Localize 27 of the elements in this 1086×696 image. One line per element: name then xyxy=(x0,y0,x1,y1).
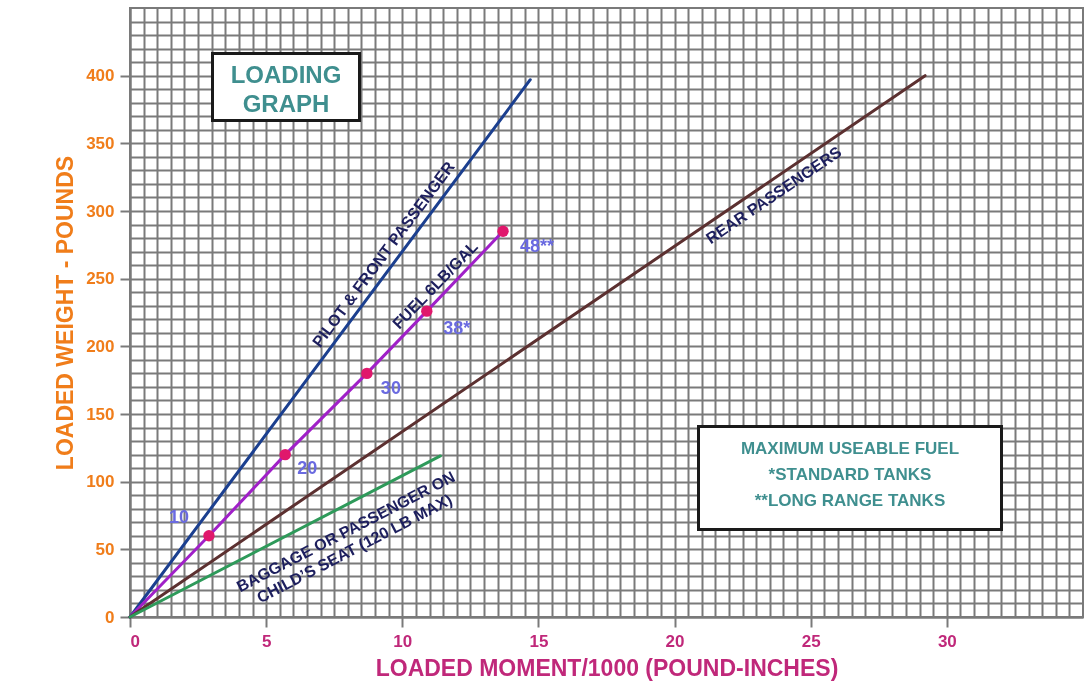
x-axis-title: LOADED MOMENT/1000 (POUND-INCHES) xyxy=(375,654,839,681)
y-tick-label: 150 xyxy=(86,404,115,424)
y-tick-label: 50 xyxy=(95,539,115,559)
annotation: *STANDARD TANKS xyxy=(767,464,933,486)
x-tick-label: 0 xyxy=(130,631,140,651)
annotation: MAXIMUM USEABLE FUEL xyxy=(739,438,961,460)
y-tick-label: 200 xyxy=(86,336,115,356)
point xyxy=(279,448,291,461)
point xyxy=(497,225,509,237)
x-tick-label: 20 xyxy=(665,631,685,651)
y-tick-label: 400 xyxy=(86,66,115,86)
y-tick-label: 0 xyxy=(105,607,115,627)
note-box: MAXIMUM USEABLE FUEL *STANDARD TANKS **LONG RANGE TANKS xyxy=(697,425,1003,531)
x-tick-label: 30 xyxy=(937,631,957,651)
y-tick-label: 250 xyxy=(86,269,115,289)
annotation: **LONG RANGE TANKS xyxy=(753,490,947,512)
x-tick-label: 15 xyxy=(529,631,549,651)
point xyxy=(203,530,215,542)
x-tick-label: 10 xyxy=(393,631,413,651)
point xyxy=(361,367,373,380)
y-tick-label: 300 xyxy=(86,201,115,221)
y-axis-title: LOADED WEIGHT - POUNDS xyxy=(52,155,79,471)
title-box: LOADING GRAPH xyxy=(211,52,361,122)
y-tick-label: 350 xyxy=(86,133,115,153)
x-tick-label: 5 xyxy=(261,631,272,651)
x-tick-label: 25 xyxy=(801,631,821,651)
y-tick-label: 100 xyxy=(86,472,115,492)
